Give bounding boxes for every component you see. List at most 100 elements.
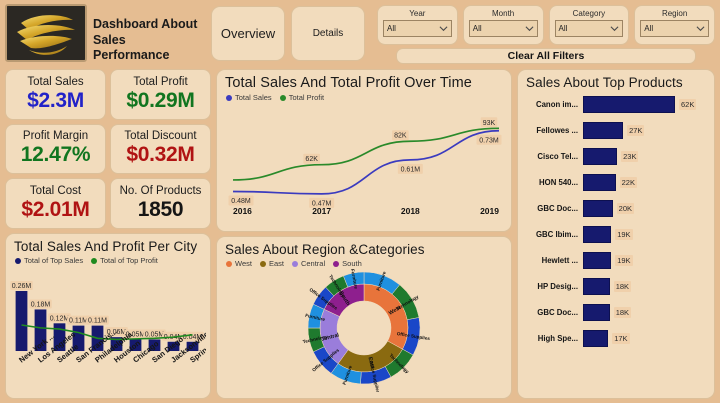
kpi-total-profit: Total Profit $0.29M [110, 69, 211, 120]
kpi-value: $2.3M [27, 88, 84, 112]
dashboard-body: Total Sales $2.3M Total Profit $0.29M Pr… [5, 69, 715, 399]
product-bar-row[interactable]: HON 540... 22K [518, 169, 714, 195]
kpi-grid: Total Sales $2.3M Total Profit $0.29M Pr… [5, 69, 211, 229]
product-bar-fill [583, 277, 610, 295]
region-chart-plot: West East Central South Furniture Technology O… [217, 268, 511, 397]
city-chart-plot: 0.26M 0.18M 0.12M 0.11M 0.11M 0.06M 0.05M 0.05M… [6, 265, 225, 398]
legend-label: Central [300, 259, 326, 268]
filter-year-value: All [387, 24, 396, 33]
product-bar-value: 19K [615, 228, 633, 240]
filter-year: Year All [377, 5, 458, 45]
svg-text:82K: 82K [394, 133, 407, 140]
filter-year-label: Year [409, 9, 426, 18]
tab-details[interactable]: Details [291, 6, 365, 61]
filter-year-select[interactable]: All [383, 20, 452, 37]
product-bar-row[interactable]: GBC Ibim... 19K [518, 221, 714, 247]
filter-month: Month All [462, 5, 544, 45]
svg-text:2018: 2018 [401, 206, 420, 216]
legend-item-total-sales: Total Sales [226, 93, 272, 102]
filter-category-label: Category [572, 9, 606, 18]
legend-swatch [15, 257, 21, 264]
legend-item-central: Central [291, 259, 326, 268]
product-bar-row[interactable]: Fellowes ... 27K [518, 117, 714, 143]
legend-swatch [333, 260, 340, 267]
product-bar-label: GBC Ibim... [535, 229, 578, 239]
tab-overview[interactable]: Overview [211, 6, 285, 61]
legend-label: East [268, 259, 284, 268]
kpi-value: 1850 [137, 198, 184, 222]
svg-text:0.73M: 0.73M [479, 137, 499, 144]
product-bar-row[interactable]: GBC Doc... 18K [518, 299, 714, 325]
filter-month-label: Month [492, 9, 515, 18]
svg-text:West: West [388, 305, 402, 317]
svg-text:0.06M: 0.06M [107, 329, 127, 336]
kpi-label: Total Discount [124, 130, 197, 143]
product-bar-fill [583, 329, 609, 347]
filter-category-select[interactable]: All [554, 20, 624, 37]
product-bar-row[interactable]: Canon im... 62K [518, 91, 714, 117]
chevron-down-icon [610, 26, 619, 32]
product-bar-fill [583, 121, 624, 139]
product-bar-track: 23K [583, 147, 708, 165]
svg-text:East: East [367, 357, 375, 370]
filter-month-select[interactable]: All [468, 20, 538, 37]
products-chart-title: Sales About Top Products [526, 75, 683, 90]
product-bar-track: 18K [583, 277, 708, 295]
svg-text:Furniture: Furniture [350, 269, 359, 290]
svg-text:0.26M: 0.26M [12, 283, 32, 290]
legend-item-east: East [259, 259, 284, 268]
svg-text:Furniture: Furniture [342, 364, 354, 385]
legend-item-south: South [333, 259, 362, 268]
product-bar-value: 62K [679, 98, 697, 110]
product-bar-track: 27K [583, 121, 708, 139]
clear-all-filters-button[interactable]: Clear All Filters [396, 48, 696, 64]
city-chart-card: Total Sales And Profit Per City Total of… [5, 233, 225, 399]
product-bar-row[interactable]: Cisco Tel... 23K [518, 143, 714, 169]
product-bar-fill [583, 173, 616, 191]
legend-swatch [279, 94, 286, 101]
legend-item-west: West [226, 259, 252, 268]
product-bar-track: 18K [583, 303, 708, 321]
product-bar-fill [583, 95, 675, 113]
product-bar-row[interactable]: HP Desig... 18K [518, 273, 714, 299]
filter-region-label: Region [661, 9, 688, 18]
product-bar-fill [583, 225, 612, 243]
city-chart-legend: Total of Top Sales Total of Top Profit [6, 255, 210, 265]
product-bar-label: Canon im... [535, 99, 578, 109]
legend-item-top-sales: Total of Top Sales [15, 256, 83, 265]
filter-panel: Year All Month All [371, 4, 715, 64]
kpi-value: $0.32M [126, 143, 195, 167]
legend-swatch [91, 257, 98, 264]
page-title: Dashboard About Sales Performance [93, 4, 205, 64]
time-chart-legend: Total Sales Total Profit [217, 92, 511, 102]
product-bar-value: 18K [613, 306, 632, 318]
region-chart-legend: West East Central South [217, 258, 511, 268]
svg-text:2019: 2019 [480, 206, 499, 216]
product-bar-value: 23K [621, 150, 639, 162]
page-title-line1: Dashboard About [93, 17, 198, 31]
product-bar-value: 17K [612, 332, 630, 344]
product-bar-value: 27K [627, 124, 645, 136]
product-bar-row[interactable]: Hewlett ... 19K [518, 247, 714, 273]
product-bar-row[interactable]: GBC Doc... 20K [518, 195, 714, 221]
legend-swatch [226, 94, 232, 101]
legend-label: Total Profit [288, 93, 325, 102]
svg-text:0.18M: 0.18M [31, 301, 51, 308]
filter-region-select[interactable]: All [640, 20, 709, 37]
svg-text:Furniture: Furniture [305, 313, 326, 322]
product-bar-row[interactable]: High Spe... 17K [518, 325, 714, 351]
kpi-total-sales: Total Sales $2.3M [5, 69, 106, 120]
legend-item-total-profit: Total Profit [279, 93, 325, 102]
svg-text:Office Supplies: Office Supplies [396, 331, 430, 341]
kpi-value: $0.29M [126, 88, 195, 112]
kpi-total-cost: Total Cost $2.01M [5, 178, 106, 229]
svg-text:0.11M: 0.11M [88, 318, 107, 325]
product-bar-value: 22K [619, 176, 637, 188]
legend-label: Total of Top Sales [24, 256, 84, 265]
svg-text:Technology: Technology [302, 334, 328, 345]
product-bar-track: 62K [583, 95, 708, 113]
filter-region: Region All [634, 5, 715, 45]
header-bar: Dashboard About Sales Performance Overvi… [5, 4, 715, 66]
product-bar-fill [583, 147, 618, 165]
time-chart-title: Total Sales And Total Profit Over Time [225, 75, 472, 91]
